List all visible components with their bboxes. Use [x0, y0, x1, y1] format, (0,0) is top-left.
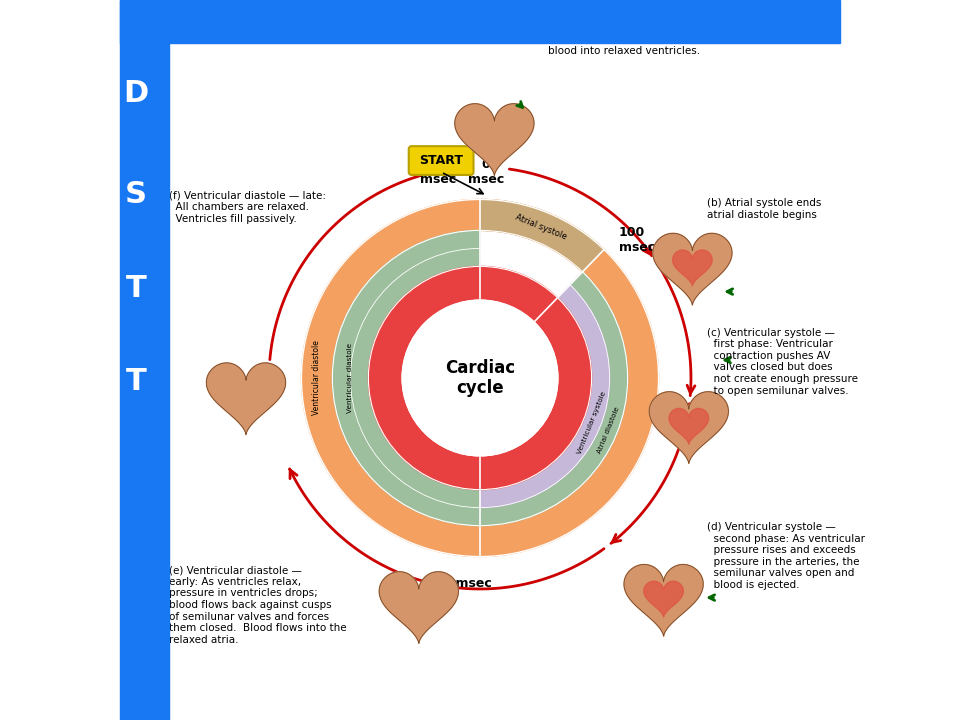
Text: 0
msec: 0 msec — [468, 158, 504, 186]
Polygon shape — [480, 199, 604, 272]
Polygon shape — [673, 250, 712, 286]
Text: (f) Ventricular diastole — late:
  All chambers are relaxed.
  Ventricles fill p: (f) Ventricular diastole — late: All cha… — [169, 191, 326, 224]
Text: Cardiac
cycle: Cardiac cycle — [444, 359, 516, 397]
Text: D: D — [123, 79, 149, 108]
Text: (c) Ventricular systole —
  first phase: Ventricular
  contraction pushes AV
  v: (c) Ventricular systole — first phase: V… — [707, 328, 858, 395]
Polygon shape — [379, 572, 458, 643]
Polygon shape — [227, 379, 266, 415]
Text: Ventricular diastole: Ventricular diastole — [312, 341, 322, 415]
Polygon shape — [399, 588, 439, 624]
Text: (d) Ventricular systole —
  second phase: As ventricular
  pressure rises and ex: (d) Ventricular systole — second phase: … — [707, 522, 865, 590]
Polygon shape — [455, 104, 534, 175]
Text: 375 msec: 375 msec — [425, 577, 492, 590]
Text: 800
msec: 800 msec — [420, 158, 456, 186]
Polygon shape — [669, 408, 708, 444]
Text: Ventricular systole: Ventricular systole — [576, 391, 607, 456]
Text: T: T — [126, 274, 146, 302]
Polygon shape — [332, 230, 480, 526]
Circle shape — [402, 300, 558, 456]
Bar — [120, 0, 840, 43]
Polygon shape — [206, 363, 285, 434]
Polygon shape — [474, 120, 515, 156]
Text: (b) Atrial systole ends
atrial diastole begins: (b) Atrial systole ends atrial diastole … — [707, 198, 821, 220]
Bar — [120, 0, 169, 720]
Text: (e) Ventricular diastole —
early: As ventricles relax,
pressure in ventricles dr: (e) Ventricular diastole — early: As ven… — [169, 565, 347, 645]
Polygon shape — [653, 233, 732, 305]
Text: START: START — [420, 154, 463, 167]
Text: (a) Atrial systole begins:
Atrial contraction forces
a small amount of additiona: (a) Atrial systole begins: Atrial contra… — [548, 11, 701, 55]
Text: 100
msec: 100 msec — [619, 226, 656, 254]
Polygon shape — [480, 285, 610, 508]
Polygon shape — [301, 199, 659, 557]
FancyBboxPatch shape — [409, 146, 473, 175]
Text: Ventricular diastole: Ventricular diastole — [348, 343, 353, 413]
Polygon shape — [649, 392, 729, 463]
Polygon shape — [480, 272, 628, 526]
Polygon shape — [624, 564, 703, 636]
Text: Atrial diastole: Atrial diastole — [596, 405, 620, 454]
Text: S: S — [125, 180, 147, 209]
Polygon shape — [369, 266, 591, 490]
Polygon shape — [644, 581, 684, 617]
Text: T: T — [126, 367, 146, 396]
Text: Atrial systole: Atrial systole — [515, 212, 568, 241]
